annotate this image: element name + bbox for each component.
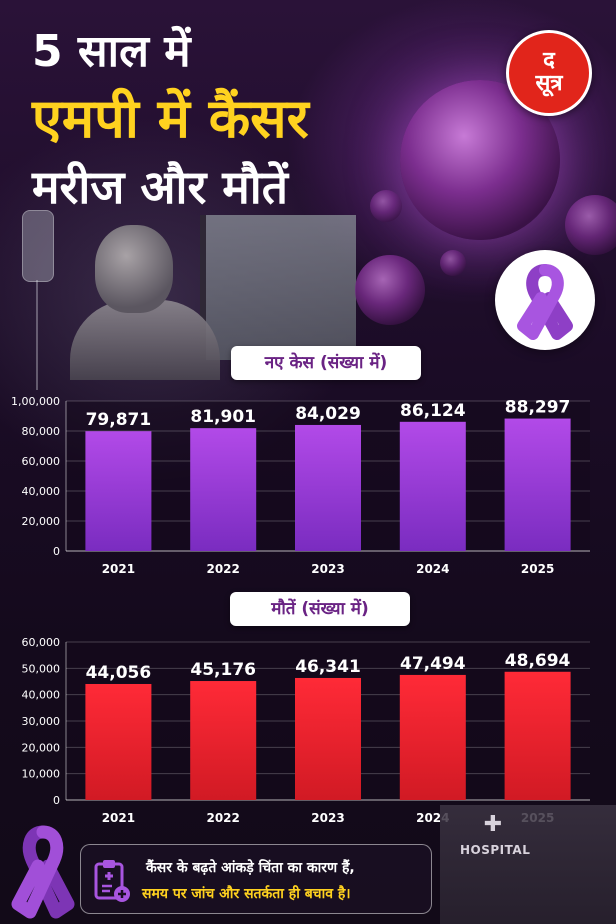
logo-line-1: द — [543, 48, 555, 73]
cancer-cell-small-image — [370, 190, 402, 222]
deaths-y-tick-label: 30,000 — [22, 715, 61, 728]
deaths-bar — [85, 683, 152, 800]
cases-x-tick-label: 2025 — [521, 562, 554, 576]
awareness-ribbon-icon — [11, 825, 75, 919]
cases-value-label: 79,871 — [86, 410, 152, 430]
deaths-x-tick-label: 2022 — [206, 811, 239, 825]
cases-y-tick-label: 80,000 — [22, 425, 61, 438]
cases-value-label: 88,297 — [505, 398, 571, 418]
cases-x-tick-label: 2022 — [206, 562, 239, 576]
clipboard-medical-icon — [94, 860, 130, 902]
cases-x-tick-label: 2023 — [311, 562, 344, 576]
cases-bar — [399, 421, 466, 551]
deaths-value-label: 45,176 — [190, 660, 256, 680]
deaths-bar — [295, 677, 361, 800]
cases-bar — [504, 418, 571, 551]
deaths-x-tick-label: 2023 — [311, 811, 344, 825]
new-cases-chart-title: नए केस (संख्या में) — [231, 346, 421, 380]
cases-value-label: 84,029 — [295, 404, 361, 424]
deaths-y-tick-label: 40,000 — [22, 689, 61, 702]
cases-value-label: 81,901 — [190, 407, 256, 427]
hospital-building-image — [440, 805, 616, 924]
title-line-2: एमपी में कैंसर — [32, 87, 309, 150]
iv-tube-image — [36, 280, 38, 390]
cases-y-tick-label: 1,00,000 — [11, 395, 60, 408]
cases-bar — [295, 424, 361, 551]
cases-bar — [190, 428, 257, 551]
hospital-sign: HOSPITAL — [460, 843, 531, 857]
patient-body-image — [70, 300, 220, 380]
deaths-y-tick-label: 20,000 — [22, 741, 61, 754]
the-sootr-logo[interactable]: द सूत्र — [506, 30, 592, 116]
deaths-value-label: 44,056 — [86, 663, 152, 683]
footer-note-box — [80, 844, 432, 914]
deaths-y-tick-label: 10,000 — [22, 768, 61, 781]
cases-y-tick-label: 20,000 — [22, 515, 61, 528]
deaths-chart-title: मौतें (संख्या में) — [230, 592, 410, 626]
cases-x-tick-label: 2024 — [416, 562, 449, 576]
cases-y-tick-label: 40,000 — [22, 485, 61, 498]
footer-note-line-2: समय पर जांच और सतर्कता ही बचाव है। — [142, 886, 351, 902]
deaths-bar-chart: 0 10,000 20,000 30,000 40,000 50,000 60,000 44,… — [22, 636, 590, 825]
cancer-cell-small-image — [355, 255, 425, 325]
deaths-value-label: 47,494 — [400, 654, 466, 674]
title-line-3: मरीज और मौतें — [32, 160, 288, 214]
deaths-x-tick-label: 2021 — [102, 811, 135, 825]
deaths-bar — [504, 671, 571, 800]
title-line-1: 5 साल में — [32, 26, 191, 77]
awareness-ribbon-icon — [517, 264, 573, 340]
deaths-y-tick-label: 0 — [53, 794, 60, 807]
logo-line-2: सूत्र — [535, 71, 563, 96]
deaths-value-label: 46,341 — [295, 657, 361, 677]
cancer-cell-small-image — [440, 250, 466, 276]
hospital-window-image — [200, 215, 356, 360]
deaths-value-label: 48,694 — [505, 651, 571, 671]
deaths-y-tick-label: 50,000 — [22, 662, 61, 675]
deaths-bar — [190, 681, 257, 800]
cancer-cell-small-image — [565, 195, 616, 255]
new-cases-bar-chart: 0 20,000 40,000 60,000 80,000 1,00,000 79,871 2… — [11, 395, 590, 576]
cases-value-label: 86,124 — [400, 401, 466, 421]
deaths-y-tick-label: 60,000 — [22, 636, 61, 649]
deaths-bar — [399, 674, 466, 800]
cases-bar — [85, 431, 152, 551]
footer-note-line-1: कैंसर के बढ़ते आंकड़े चिंता का कारण हैं, — [146, 860, 355, 876]
cases-y-tick-label: 60,000 — [22, 455, 61, 468]
iv-drip-image — [22, 210, 54, 282]
cases-x-tick-label: 2021 — [102, 562, 135, 576]
awareness-badge — [495, 250, 595, 350]
hospital-cross-icon: ✚ — [483, 812, 503, 837]
cases-y-tick-label: 0 — [53, 545, 60, 558]
patient-head-image — [95, 225, 173, 313]
